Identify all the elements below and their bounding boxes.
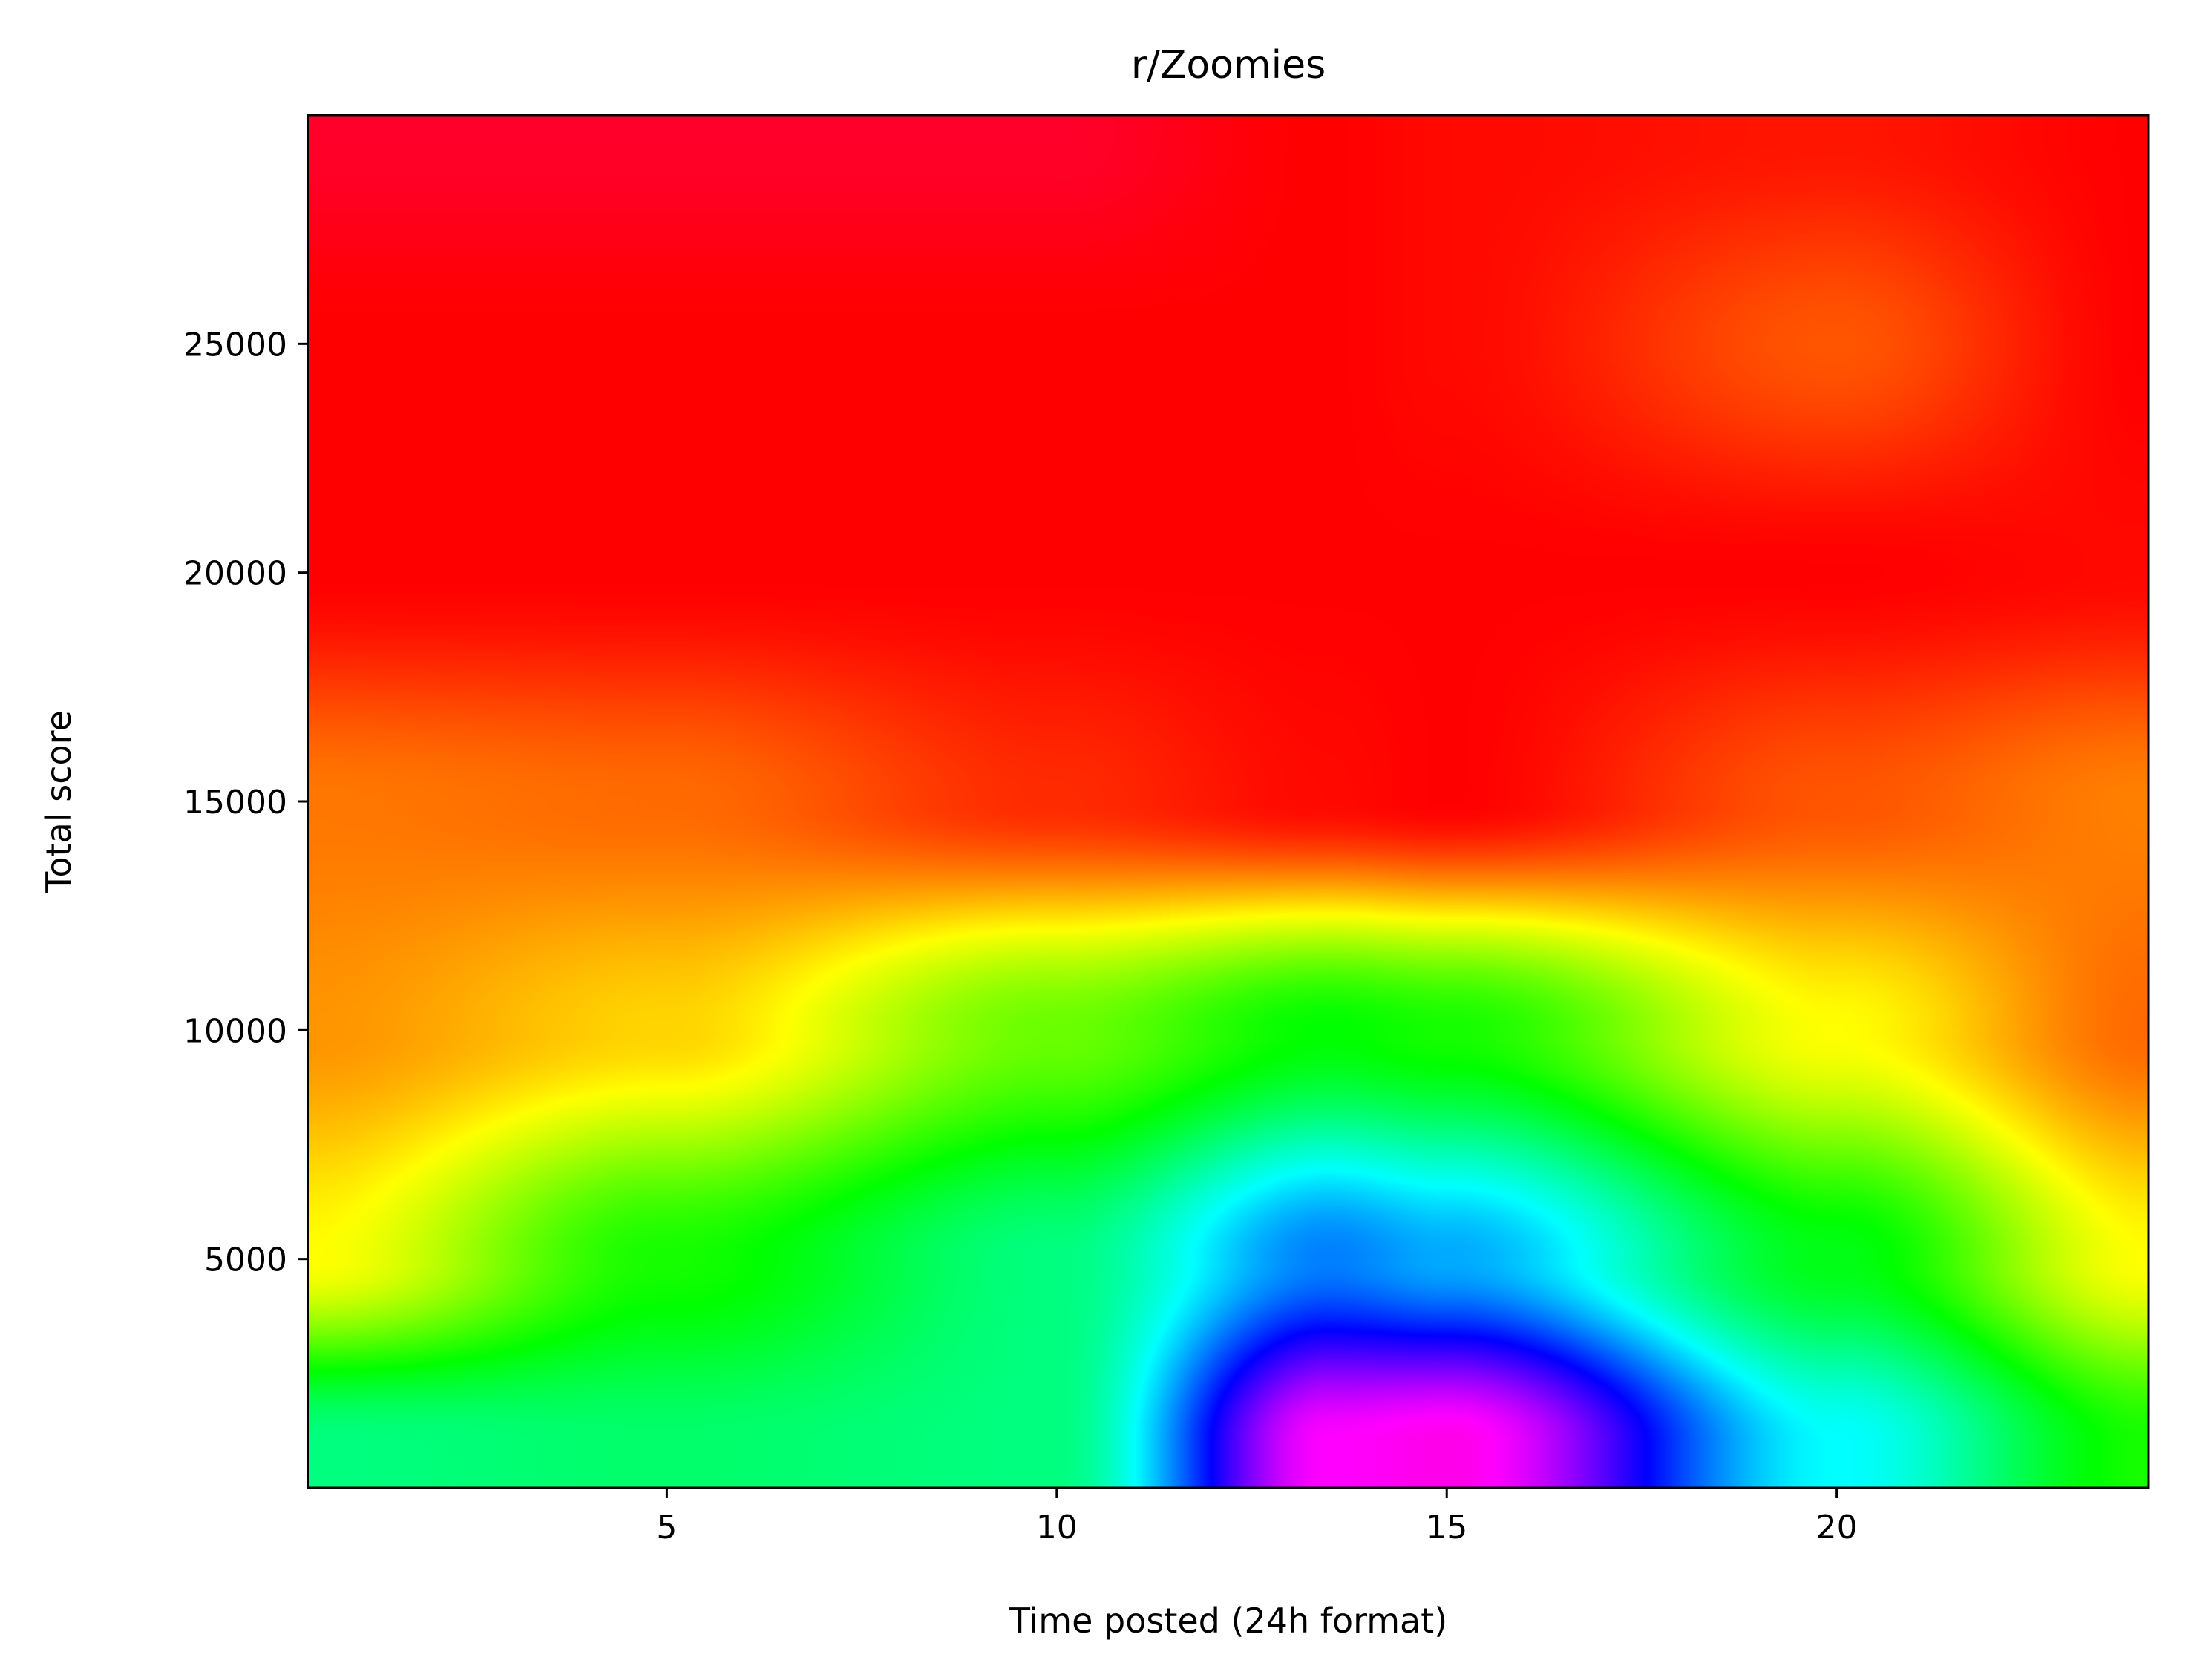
heatmap-canvas: [308, 115, 2149, 1488]
x-tick-label: 5: [656, 1509, 677, 1546]
heatmap-surface: [308, 115, 2149, 1488]
y-tick-label: 10000: [183, 1012, 287, 1050]
y-tick-label: 20000: [183, 555, 287, 593]
chart-title: r/Zoomies: [1131, 43, 1326, 88]
x-axis: 5 10 15 20: [656, 1488, 1858, 1546]
x-tick-label: 20: [1816, 1509, 1858, 1546]
y-axis: 5000 10000 15000 20000 25000: [183, 326, 308, 1279]
y-tick-label: 25000: [183, 326, 287, 364]
y-tick-label: 15000: [183, 784, 287, 821]
y-tick-label: 5000: [204, 1241, 287, 1279]
plot-area: [307, 114, 2150, 1489]
x-tick-label: 10: [1036, 1509, 1078, 1546]
x-tick-label: 15: [1426, 1509, 1467, 1546]
x-axis-label: Time posted (24h format): [1009, 1601, 1447, 1641]
y-axis-label: Total score: [39, 710, 79, 893]
